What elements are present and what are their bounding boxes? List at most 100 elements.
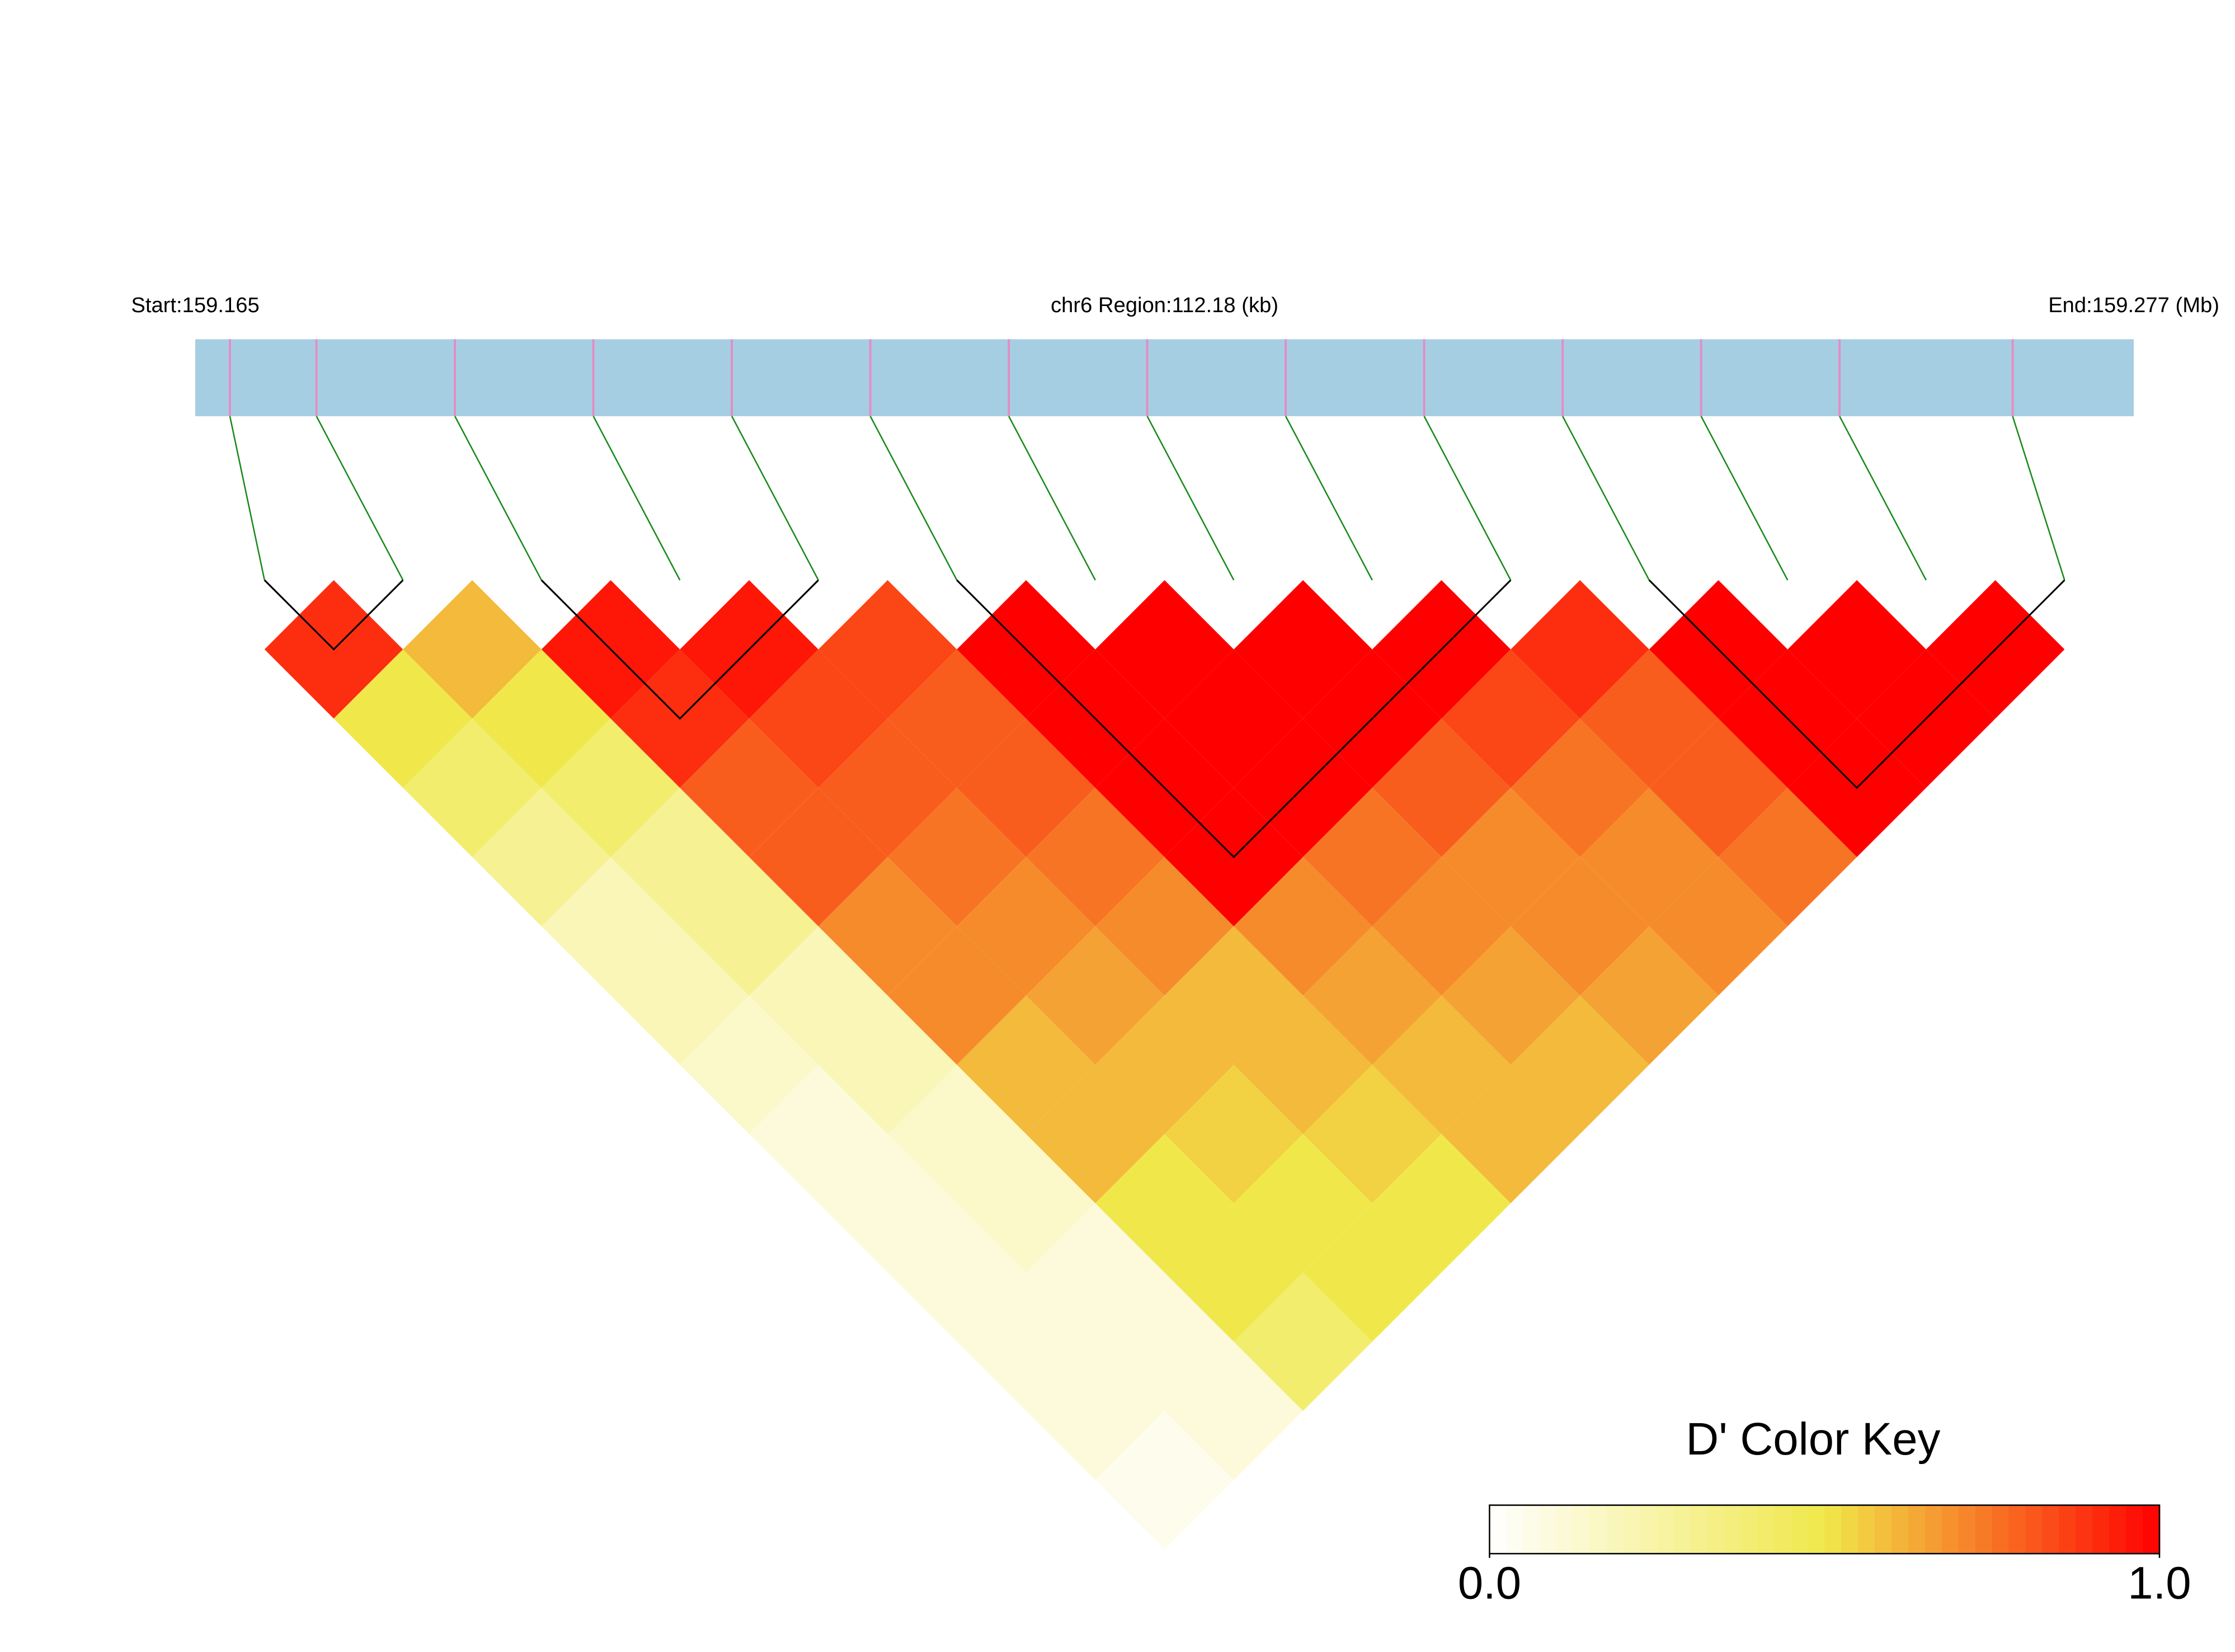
- ld-cell: [1026, 1342, 1165, 1480]
- snp-link: [316, 416, 404, 581]
- key-swatch: [1992, 1505, 2010, 1554]
- ld-cell: [1164, 926, 1304, 1065]
- key-swatch: [1757, 1505, 1775, 1554]
- block-outline: [956, 579, 1512, 859]
- ld-cell: [957, 857, 1095, 996]
- key-swatch: [1774, 1505, 1792, 1554]
- ld-cell: [1787, 580, 1926, 719]
- key-swatch: [2042, 1505, 2060, 1554]
- key-swatch: [2008, 1505, 2026, 1554]
- ld-cell: [1026, 1065, 1165, 1203]
- ld-cell: [957, 718, 1095, 858]
- key-frame: [1489, 1504, 2161, 1555]
- snp-link: [592, 416, 681, 581]
- region-label: chr6 Region:112.18 (kb): [1051, 293, 1278, 317]
- end-label: End:159.277 (Mb): [2048, 293, 2219, 317]
- key-swatch: [1791, 1505, 1809, 1554]
- ld-cell: [1649, 857, 1788, 996]
- ld-cell: [957, 1134, 1095, 1273]
- ld-cell: [1234, 580, 1372, 719]
- ld-cell: [1095, 580, 1234, 719]
- ld-cell: [1095, 1411, 1234, 1550]
- block-outline: [540, 579, 819, 720]
- key-swatch: [1891, 1505, 1909, 1554]
- snp-link: [1008, 416, 1096, 581]
- ld-cell: [1026, 788, 1165, 926]
- key-swatch: [1941, 1505, 1959, 1554]
- key-swatch: [1724, 1505, 1742, 1554]
- key-tick-label: 0.0: [1458, 1557, 1521, 1608]
- ld-cell: [887, 1065, 1027, 1203]
- snp-link: [1285, 416, 1373, 581]
- ld-cell: [1372, 995, 1511, 1135]
- ld-cell: [1580, 788, 1719, 926]
- key-swatch: [2059, 1505, 2077, 1554]
- key-swatch: [1975, 1505, 1993, 1554]
- key-swatch: [1540, 1505, 1558, 1554]
- ld-cell: [403, 580, 542, 719]
- block-outline: [1648, 579, 2065, 789]
- ld-cell: [1026, 1203, 1165, 1342]
- snp-link: [1700, 416, 1789, 581]
- snp-link: [454, 416, 542, 581]
- ld-cell: [887, 1203, 1027, 1342]
- snp-link: [229, 416, 266, 581]
- key-swatch: [1489, 1505, 1507, 1554]
- key-swatch: [1607, 1505, 1625, 1554]
- key-swatch: [1640, 1505, 1658, 1554]
- ld-cell: [1234, 857, 1372, 996]
- ld-cell: [1164, 1342, 1304, 1480]
- ld-cell: [680, 995, 818, 1135]
- key-swatch: [1590, 1505, 1608, 1554]
- ld-cell: [1511, 718, 1649, 858]
- key-swatch: [1824, 1505, 1842, 1554]
- key-swatch: [2092, 1505, 2110, 1554]
- snp-link: [869, 416, 958, 581]
- key-swatch: [1523, 1505, 1541, 1554]
- key-swatch: [1925, 1505, 1943, 1554]
- key-swatch: [1673, 1505, 1692, 1554]
- ld-cell: [1511, 580, 1649, 719]
- ld-cell: [957, 995, 1095, 1135]
- position-bar: [195, 339, 2134, 416]
- key-swatch: [2076, 1505, 2093, 1554]
- snp-link: [731, 416, 819, 581]
- ld-cell: [1441, 926, 1580, 1065]
- ld-cell: [680, 718, 818, 858]
- key-swatch: [1573, 1505, 1591, 1554]
- snp-link: [2012, 416, 2065, 581]
- ld-cell: [1441, 649, 1580, 788]
- key-swatch: [1506, 1505, 1524, 1554]
- ld-cell: [818, 857, 957, 996]
- ld-cell: [1026, 926, 1165, 1065]
- ld-cell: [1649, 718, 1788, 858]
- ld-cell: [818, 580, 957, 719]
- key-swatch: [1707, 1505, 1725, 1554]
- ld-cell: [541, 857, 680, 996]
- ld-cell: [1372, 718, 1511, 858]
- ld-cell: [1580, 926, 1719, 1065]
- ld-cell: [1372, 857, 1511, 996]
- key-swatch: [1690, 1505, 1708, 1554]
- key-swatch: [1858, 1505, 1876, 1554]
- key-tick-label: 1.0: [2128, 1557, 2191, 1608]
- ld-cell: [1441, 788, 1580, 926]
- key-swatch: [1623, 1505, 1641, 1554]
- key-swatch: [1875, 1505, 1893, 1554]
- block-outline: [264, 579, 404, 651]
- key-swatch: [2109, 1505, 2127, 1554]
- key-swatch: [2126, 1505, 2144, 1554]
- start-label: Start:159.165: [131, 293, 259, 317]
- key-title: D' Color Key: [1686, 1414, 1940, 1465]
- ld-cell: [1580, 649, 1719, 788]
- snp-link: [1423, 416, 1512, 581]
- ld-cell: [680, 857, 818, 996]
- key-swatch: [1808, 1505, 1825, 1554]
- key-swatch: [2143, 1505, 2161, 1554]
- ld-cell: [1164, 1203, 1304, 1342]
- snp-link: [1562, 416, 1650, 581]
- key-swatch: [2025, 1505, 2043, 1554]
- key-swatch: [1657, 1505, 1675, 1554]
- ld-cell: [749, 1065, 888, 1203]
- key-swatch: [1841, 1505, 1859, 1554]
